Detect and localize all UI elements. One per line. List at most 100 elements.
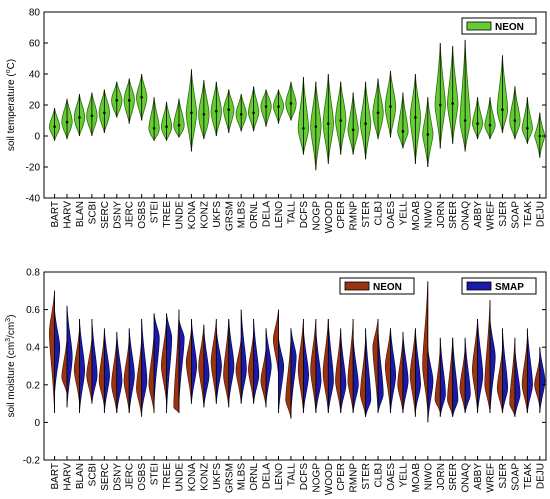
x-tick-label-ukfs: UKFS [212,463,223,490]
neon-violin-jerc [123,337,130,414]
x-tick-label-onaq: ONAQ [461,463,472,493]
x-tick-label-srer: SRER [448,463,459,491]
neon-violin-soap [509,337,516,417]
neon-violin-niwo [422,281,429,414]
neon-violin-yell [397,337,404,414]
median-unde [177,123,181,127]
x-tick-label-moab: MOAB [411,463,422,493]
smap-violin-stei [153,313,160,404]
x-tick-label-yell: YELL [398,463,409,488]
neon-violin-sjer [496,347,503,414]
smap-violin-dela [265,328,272,404]
smap-violin-ukfs [215,328,222,404]
median-dela [264,105,268,108]
smap-violin-ster [365,328,372,417]
y-tick-label: -20 [26,163,41,174]
temperature-legend: NEON [461,17,537,35]
smap-violin-unde [178,318,185,404]
legend-label-neon: NEON [373,282,402,293]
x-tick-label-teak: TEAK [523,463,534,489]
x-tick-label-rmnp: RMNP [349,201,360,231]
x-tick-label-jerc: JERC [125,463,136,489]
neon-violin-oaes [384,328,391,414]
median-dsny [115,99,119,102]
median-ornl [252,111,255,115]
y-tick-label: -0.2 [23,456,41,467]
smap-violin-tree [166,313,173,414]
smap-violin-yell [402,332,409,414]
x-tick-label-srer: SRER [448,201,459,229]
x-tick-label-jorn: JORN [436,463,447,490]
x-tick-label-kona: KONA [187,201,198,230]
x-tick-label-konz: KONZ [199,201,210,229]
neon-violin-dcfs [297,318,304,414]
x-tick-label-bart: BART [50,201,61,228]
x-tick-label-osbs: OSBS [137,201,148,229]
median-soap [513,119,517,122]
y-tick-label: 0.8 [26,268,40,279]
temperature-y-axis-label: soil temperature (oC) [5,59,17,151]
x-tick-label-niwo: NIWO [423,463,434,490]
x-tick-label-niwo: NIWO [423,201,434,228]
median-osbs [140,95,143,99]
smap-violin-moab [415,328,421,414]
x-tick-label-abby: ABBY [473,463,484,490]
x-tick-label-wref: WREF [486,201,497,230]
legend-swatch-neon [344,281,370,291]
neon-violin-wref [484,300,491,414]
x-tick-label-cper: CPER [336,201,347,229]
neon-violin-stei [148,332,155,414]
x-tick-label-abby: ABBY [473,201,484,228]
x-tick-label-dela: DELA [262,201,273,227]
median-wref [488,123,492,127]
median-jorn [438,103,442,107]
x-tick-label-scbi: SCBI [87,463,98,486]
median-oaes [389,105,392,108]
legend-label-smap: SMAP [495,282,524,293]
smap-violin-dsny [116,332,123,414]
neon-violin-harv [61,337,68,395]
moisture-violins [48,281,546,423]
x-tick-label-stei: STEI [150,463,161,485]
neon-violin-teak [521,337,528,414]
x-tick-label-konz: KONZ [199,463,210,491]
median-wood [326,122,330,125]
y-tick-label: 20 [29,101,41,112]
neon-violin-srer [447,337,454,417]
x-tick-label-serc: SERC [100,463,111,491]
smap-violin-osbs [141,318,148,414]
x-tick-label-wood: WOOD [324,201,335,233]
x-tick-label-ornl: ORNL [249,201,260,229]
median-ukfs [215,109,218,113]
x-tick-label-mlbs: MLBS [237,201,248,229]
x-tick-label-jorn: JORN [436,201,447,228]
x-tick-label-tree: TREE [162,463,173,490]
smap-violin-niwo [427,347,434,423]
smap-violin-serc [103,328,110,414]
y-tick-label: 80 [29,8,41,19]
neon-violin-onaq [459,347,466,414]
y-tick-label: 0 [34,418,40,429]
neon-violin-moab [409,328,416,417]
smap-violin-srer [452,337,459,417]
smap-violin-clbj [377,328,384,414]
x-tick-label-mlbs: MLBS [237,463,248,491]
moisture-x-ticks: BART HARV BLAN SCBI SERC DSNY JERC OSBS STEI TREE… [50,456,546,495]
smap-violin-mlbs [240,309,247,404]
neon-violin-cper [335,328,342,414]
smap-violin-harv [66,305,73,408]
y-tick-label: 60 [29,39,41,50]
neon-violin-bart [48,290,55,414]
x-tick-label-sjer: SJER [498,201,509,227]
x-tick-label-dela: DELA [262,463,273,489]
y-tick-label: 40 [29,70,41,81]
median-scbi [90,114,94,118]
median-moab [414,116,417,119]
x-tick-label-ster: STER [361,201,372,228]
neon-violin-leno [272,309,279,376]
temperature-violins [48,39,546,171]
smap-violin-dcfs [303,328,309,414]
neon-violin-tall [285,337,292,419]
smap-violin-abby [477,318,484,414]
